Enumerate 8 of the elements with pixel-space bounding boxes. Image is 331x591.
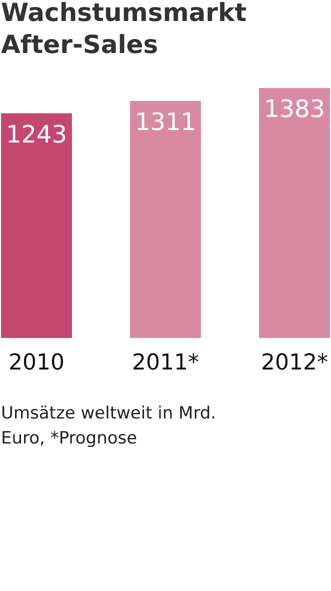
chart-title: Wachstumsmarkt After-Sales	[1, 0, 247, 59]
x-tick-label: 2010	[8, 350, 64, 376]
x-tick-label: 2012*	[261, 350, 328, 376]
x-tick-label: 2011*	[132, 350, 199, 376]
data-label: 1311	[134, 108, 196, 136]
data-label: 1383	[264, 95, 326, 123]
text: Umsätze weltweit in Mrd. Euro, *Prognose	[1, 404, 216, 448]
data-label: 1243	[6, 120, 68, 148]
